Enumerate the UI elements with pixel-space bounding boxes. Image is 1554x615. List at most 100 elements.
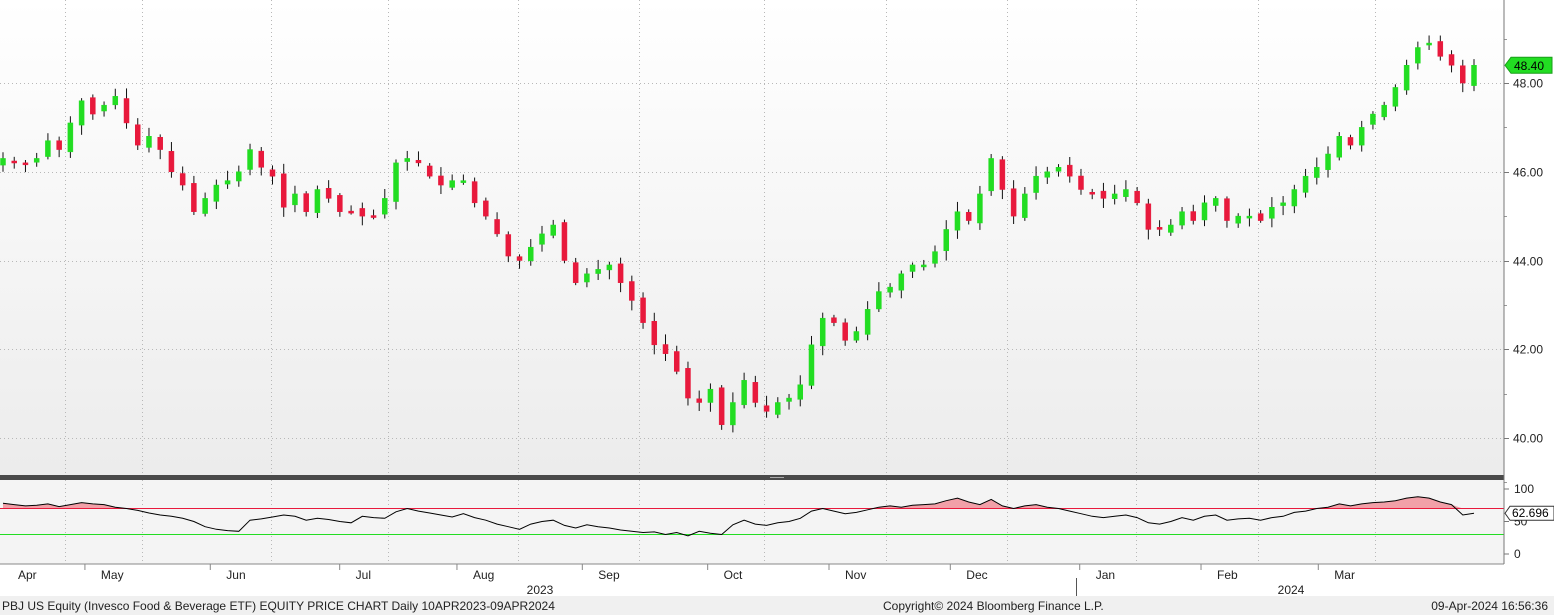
candle-body: [550, 224, 556, 236]
rsi-line: [2, 496, 1475, 537]
candle-body: [842, 322, 848, 341]
price-tick-label: 48.00: [1513, 77, 1543, 91]
footer-bar: [0, 596, 1554, 615]
candle-body: [90, 97, 96, 115]
candle-body: [191, 183, 197, 212]
candle-body: [202, 198, 208, 214]
candle-body: [483, 200, 489, 217]
candle-body: [1246, 215, 1253, 219]
candle-body: [236, 171, 242, 182]
candle-body: [157, 136, 163, 150]
candle-body: [707, 388, 714, 403]
candle-body: [595, 269, 601, 274]
month-label: Apr: [18, 568, 37, 582]
candle-body: [22, 162, 29, 166]
panel-divider[interactable]: [0, 475, 1504, 480]
panel-divider-grip[interactable]: [770, 477, 784, 478]
price-tick-label: 44.00: [1513, 255, 1543, 269]
candle-body: [370, 215, 377, 218]
candle-body: [348, 210, 354, 214]
candle-body: [741, 380, 747, 406]
candle-body: [831, 317, 837, 323]
candle-body: [460, 180, 467, 183]
candle-body: [539, 233, 545, 245]
candlesticks: [0, 35, 1477, 433]
candle-body: [258, 150, 265, 168]
candle-body: [685, 368, 691, 399]
candle-body: [898, 273, 905, 291]
month-label: Jul: [356, 568, 371, 582]
price-axis: 40.00 42.00 44.00 46.00 48.00: [1504, 39, 1543, 483]
candle-body: [673, 351, 680, 372]
candle-body: [1280, 202, 1286, 206]
candle-body: [505, 234, 512, 257]
candle-body: [67, 122, 74, 153]
candle-body: [449, 180, 455, 188]
candle-body: [752, 382, 759, 403]
candle-body: [179, 173, 186, 186]
month-label: May: [101, 568, 124, 582]
price-tick-label: 46.00: [1513, 166, 1543, 180]
last-price-label: 48.40: [1514, 59, 1544, 73]
candle-body: [629, 281, 635, 301]
candle-body: [797, 384, 804, 400]
month-label: Nov: [845, 568, 866, 582]
candle-body: [1212, 198, 1219, 206]
candle-body: [1403, 65, 1410, 91]
candle-body: [965, 212, 972, 221]
month-label: Feb: [1217, 568, 1238, 582]
candle-body: [1314, 167, 1320, 178]
candle-body: [45, 140, 51, 157]
month-label: Jan: [1096, 568, 1115, 582]
rsi-panel-background: [0, 480, 1504, 564]
candle-body: [1370, 113, 1376, 125]
candle-body: [640, 297, 646, 323]
candle-body: [134, 124, 141, 146]
candle-body: [269, 169, 276, 177]
candle-body: [1224, 198, 1230, 221]
candle-body: [382, 198, 388, 215]
candle-body: [1179, 211, 1185, 226]
candle-body: [606, 264, 613, 271]
candle-body: [718, 387, 725, 425]
month-label: Dec: [966, 568, 987, 582]
candle-body: [1257, 213, 1264, 221]
candle-body: [224, 180, 231, 185]
candle-body: [1033, 175, 1039, 193]
candle-body: [1055, 167, 1062, 172]
candle-body: [292, 193, 298, 206]
candle-body: [932, 251, 938, 264]
footer-copyright: Copyright© 2024 Bloomberg Finance L.P.: [883, 599, 1104, 613]
candle-body: [146, 136, 152, 148]
candle-body: [471, 181, 478, 204]
month-label: Aug: [473, 568, 494, 582]
candle-body: [808, 344, 815, 386]
candle-body: [56, 140, 62, 150]
rsi-tick-label: 100: [1514, 482, 1534, 496]
candle-body: [909, 264, 916, 272]
candle-body: [1426, 42, 1432, 46]
candle-body: [280, 173, 287, 208]
candle-body: [662, 344, 669, 354]
candle-body: [393, 162, 399, 202]
candle-body: [494, 219, 500, 235]
rsi-indicator: [0, 496, 1504, 537]
price-tick-label: 40.00: [1513, 432, 1543, 446]
date-axis-background: [0, 564, 1504, 596]
candle-body: [1302, 175, 1309, 193]
year-label: 2023: [527, 583, 554, 597]
month-label: Mar: [1334, 568, 1355, 582]
last-price-marker: [1504, 56, 1553, 74]
candle-body: [213, 184, 220, 202]
candle-body: [1067, 164, 1073, 177]
candle-body: [101, 104, 107, 112]
candle-body: [1392, 87, 1399, 107]
candle-body: [1010, 188, 1017, 217]
candle-body: [528, 246, 534, 262]
candle-body: [1358, 127, 1365, 146]
candle-body: [864, 309, 871, 335]
rsi-last-value-marker: [1504, 505, 1554, 521]
candle-body: [1291, 189, 1298, 207]
